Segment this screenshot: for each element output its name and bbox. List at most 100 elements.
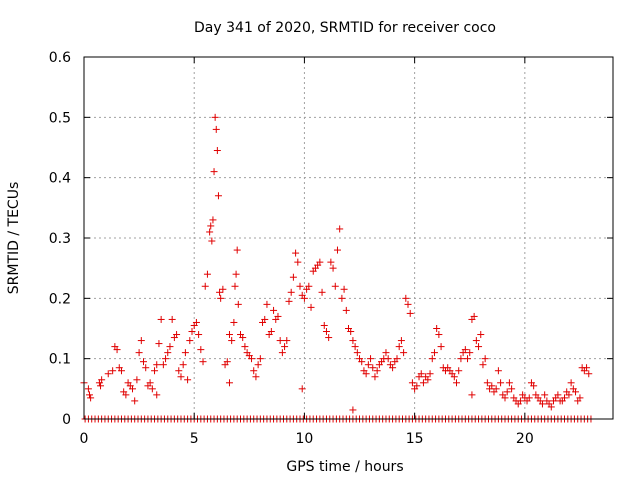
data-point — [250, 367, 258, 375]
data-point — [435, 331, 443, 339]
data-point — [214, 192, 222, 200]
data-point — [492, 385, 500, 393]
data-point — [230, 318, 238, 326]
chart-title: Day 341 of 2020, SRMTID for receiver coc… — [194, 20, 496, 36]
data-point — [565, 391, 573, 399]
data-point — [437, 343, 445, 351]
data-point — [173, 331, 181, 339]
data-point — [428, 355, 436, 363]
data-point — [206, 228, 214, 236]
x-tick-label: 20 — [516, 431, 534, 447]
data-point — [252, 373, 260, 381]
data-point — [97, 382, 105, 390]
data-point — [289, 273, 297, 281]
data-point — [281, 343, 289, 351]
y-tick-label: 0.1 — [49, 352, 71, 368]
y-tick-label: 0.3 — [49, 231, 71, 247]
data-point — [450, 373, 458, 381]
data-point — [349, 406, 357, 414]
data-point — [117, 367, 125, 375]
data-point — [373, 367, 381, 375]
data-point — [159, 361, 167, 369]
data-point — [316, 258, 324, 266]
data-point — [362, 370, 370, 378]
data-point — [267, 328, 275, 336]
y-tick-label: 0.4 — [49, 171, 71, 187]
data-point — [585, 370, 593, 378]
data-point — [142, 364, 150, 372]
data-point — [166, 343, 174, 351]
data-point — [369, 364, 377, 372]
y-tick-label: 0.6 — [49, 50, 71, 66]
data-point — [413, 382, 421, 390]
data-point — [426, 370, 434, 378]
data-point — [395, 343, 403, 351]
data-point — [541, 391, 549, 399]
data-point — [184, 376, 192, 384]
data-point — [211, 113, 219, 121]
data-point — [285, 297, 293, 305]
data-point — [148, 385, 156, 393]
data-point — [283, 337, 291, 345]
data-point — [157, 315, 165, 323]
data-point — [153, 361, 161, 369]
data-point — [322, 328, 330, 336]
data-point — [505, 379, 513, 387]
data-point — [153, 391, 161, 399]
data-point — [318, 288, 326, 296]
data-point — [479, 361, 487, 369]
data-point — [320, 321, 328, 329]
y-tick-label: 0.2 — [49, 291, 71, 307]
data-point — [382, 349, 390, 357]
data-point — [430, 349, 438, 357]
data-point — [212, 125, 220, 133]
data-point — [228, 337, 236, 345]
data-point — [135, 349, 143, 357]
data-point — [561, 394, 569, 402]
data-point — [470, 312, 478, 320]
data-point — [248, 355, 256, 363]
data-point — [481, 355, 489, 363]
data-point — [468, 391, 476, 399]
data-point — [181, 349, 189, 357]
data-point — [217, 294, 225, 302]
data-point — [419, 379, 427, 387]
y-tick-label: 0.5 — [49, 110, 71, 126]
data-point — [424, 376, 432, 384]
x-axis-label: GPS time / hours — [286, 459, 403, 475]
data-point — [389, 364, 397, 372]
data-point — [305, 282, 313, 290]
data-point — [397, 337, 405, 345]
data-point — [199, 358, 207, 366]
x-tick-label: 0 — [80, 431, 89, 447]
data-point — [466, 349, 474, 357]
data-point — [131, 397, 139, 405]
data-point — [208, 237, 216, 245]
data-point — [547, 403, 555, 411]
data-point — [488, 382, 496, 390]
data-point — [207, 222, 215, 230]
data-point — [325, 334, 333, 342]
data-point — [175, 367, 183, 375]
data-point — [186, 337, 194, 345]
data-point — [342, 306, 350, 314]
data-point — [333, 246, 341, 254]
data-point — [84, 385, 92, 393]
data-point — [216, 288, 224, 296]
data-point — [109, 367, 117, 375]
data-point — [483, 379, 491, 387]
data-point — [336, 225, 344, 233]
y-axis-label: SRMTID / TECUs — [6, 182, 22, 295]
data-point — [164, 349, 172, 357]
data-point — [351, 343, 359, 351]
data-point — [128, 385, 136, 393]
data-point — [408, 379, 416, 387]
data-point — [475, 343, 483, 351]
data-point — [225, 379, 233, 387]
data-point — [508, 385, 516, 393]
data-point — [274, 312, 282, 320]
data-point — [287, 288, 295, 296]
data-point — [98, 376, 106, 384]
data-point — [404, 300, 412, 308]
